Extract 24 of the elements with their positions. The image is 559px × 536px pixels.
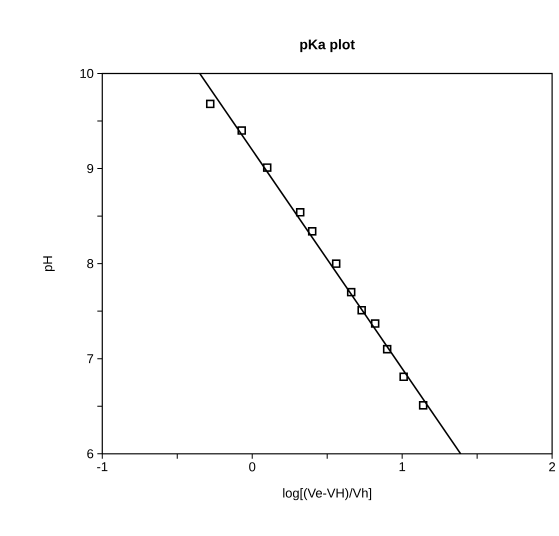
- point: [357, 306, 366, 314]
- x-tick-label: 0: [249, 462, 256, 472]
- y-tick-label: 7: [87, 354, 94, 364]
- point: [296, 208, 304, 216]
- point: [370, 319, 380, 328]
- y-axis-title: pH: [43, 256, 55, 271]
- chart-title: pKa plot: [300, 39, 355, 52]
- y-tick-label: 9: [87, 164, 94, 174]
- y-tick-label: 6: [87, 449, 94, 458]
- point: [382, 344, 392, 354]
- x-tick-label: 2: [549, 462, 556, 472]
- x-axis-title: log[(Ve-VH)/Vh]: [283, 488, 372, 500]
- point: [332, 259, 340, 268]
- point: [399, 372, 408, 381]
- y-tick-label: 8: [87, 258, 94, 268]
- point: [262, 163, 272, 172]
- point: [237, 126, 246, 135]
- x-tick-label: 1: [400, 462, 406, 472]
- point: [346, 288, 356, 296]
- point: [308, 226, 316, 236]
- point: [418, 400, 428, 410]
- x-tick-label: -1: [97, 462, 108, 472]
- point: [206, 100, 215, 108]
- y-tick-label: 10: [80, 68, 94, 78]
